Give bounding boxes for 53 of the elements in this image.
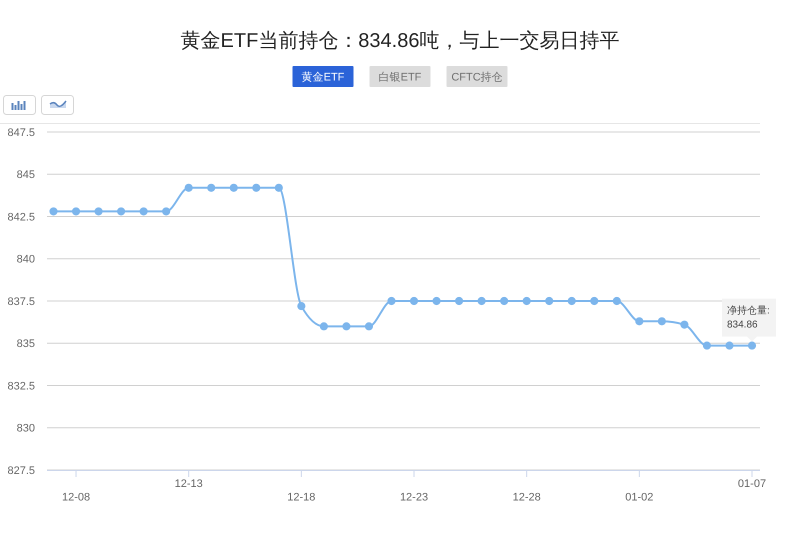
y-tick-label: 835 bbox=[16, 338, 35, 350]
point bbox=[297, 302, 306, 310]
x-tick-label: 01-02 bbox=[625, 492, 654, 504]
point bbox=[49, 207, 58, 216]
point bbox=[274, 184, 283, 192]
x-tick-label: 12-08 bbox=[62, 492, 90, 504]
point bbox=[432, 296, 441, 306]
point bbox=[612, 296, 621, 306]
point bbox=[748, 342, 756, 350]
point bbox=[568, 296, 576, 306]
point bbox=[320, 322, 328, 330]
point bbox=[184, 184, 193, 192]
point bbox=[545, 296, 554, 306]
y-tick-label: 830 bbox=[16, 422, 35, 435]
point bbox=[140, 207, 148, 216]
point bbox=[455, 296, 464, 306]
x-tick-label: 01-07 bbox=[738, 478, 766, 490]
point bbox=[590, 296, 598, 306]
point bbox=[252, 184, 260, 192]
y-tick-label: 845 bbox=[16, 169, 35, 182]
point bbox=[635, 317, 644, 326]
point bbox=[522, 296, 531, 306]
x-tick-label: 12-23 bbox=[400, 492, 428, 504]
y-tick-label: 837.5 bbox=[7, 296, 35, 308]
y-tick-label: 840 bbox=[16, 254, 35, 266]
y-tick-label: 847.5 bbox=[7, 126, 35, 139]
tab-button: 黄金ETF bbox=[292, 66, 354, 87]
point bbox=[658, 317, 666, 326]
y-tick-label: 827.5 bbox=[7, 464, 35, 477]
point bbox=[725, 342, 734, 350]
point bbox=[94, 207, 103, 216]
point bbox=[342, 322, 350, 330]
y-tick-label: 832.5 bbox=[7, 380, 35, 392]
point bbox=[117, 207, 126, 216]
point bbox=[387, 296, 396, 306]
point bbox=[500, 296, 508, 306]
point bbox=[680, 320, 688, 329]
point bbox=[230, 184, 238, 192]
y-tick-label: 842.5 bbox=[7, 211, 35, 224]
x-tick-label: 12-13 bbox=[174, 478, 203, 490]
x-tick-label: 12-28 bbox=[512, 492, 541, 504]
point bbox=[478, 296, 486, 306]
tab-button: CFTC持仓 bbox=[446, 66, 508, 87]
chart-title: 黄金ETF当前持仓：834.86吨，与上一交易日持平 bbox=[180, 30, 620, 52]
point bbox=[72, 207, 80, 216]
point bbox=[207, 184, 216, 192]
annotation: 净持仓量: 834.86 bbox=[727, 304, 770, 331]
tab-button: 白银ETF bbox=[370, 66, 430, 87]
point bbox=[364, 322, 374, 330]
point bbox=[702, 342, 712, 350]
x-tick-label: 12-18 bbox=[287, 492, 316, 504]
point bbox=[162, 207, 170, 216]
point bbox=[410, 296, 418, 306]
